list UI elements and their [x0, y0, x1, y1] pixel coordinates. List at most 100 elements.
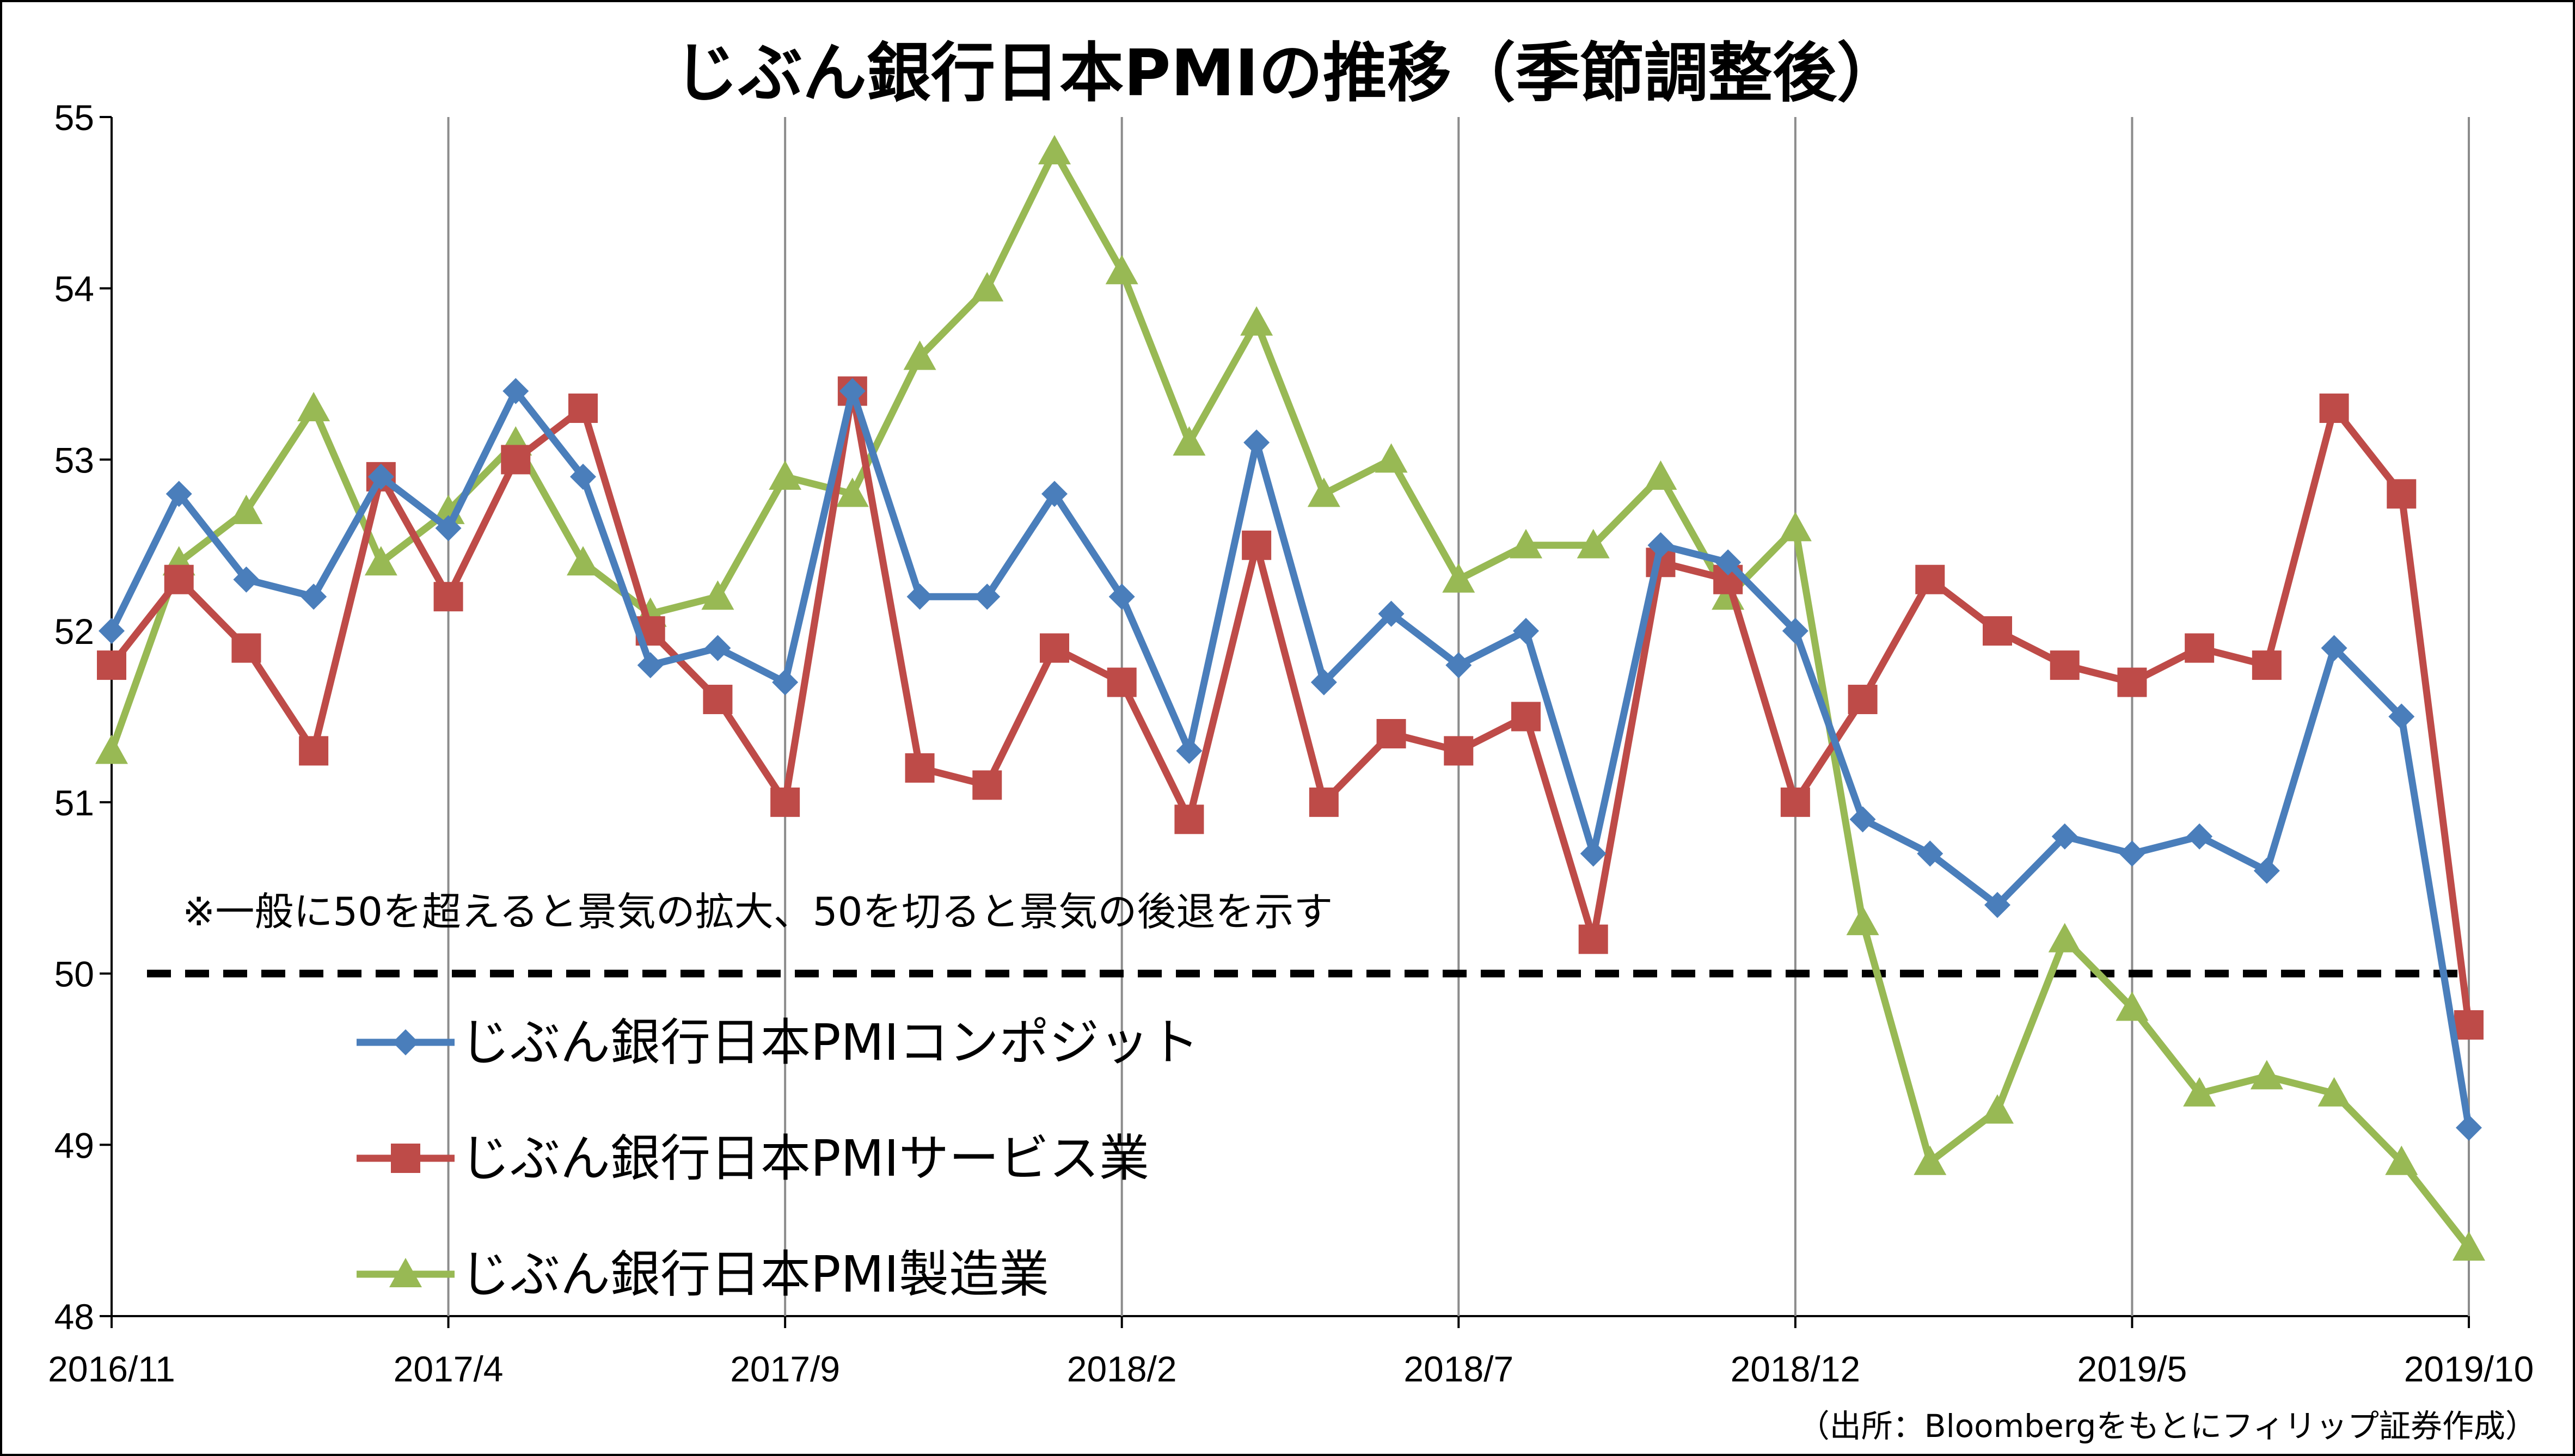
- data-point: [1849, 806, 1876, 833]
- data-point: [1105, 255, 1138, 285]
- data-point: [1310, 669, 1337, 696]
- data-point: [1038, 134, 1071, 164]
- data-point: [1915, 564, 1945, 594]
- data-point: [367, 463, 394, 490]
- data-point: [2453, 1231, 2485, 1261]
- data-point: [2456, 1114, 2482, 1141]
- data-point: [2117, 667, 2147, 697]
- y-tick-label: 52: [54, 611, 94, 652]
- data-point: [1647, 532, 1674, 558]
- data-point: [1578, 924, 1608, 954]
- data-point: [1107, 667, 1137, 697]
- data-point: [1780, 787, 1810, 817]
- data-point: [1510, 529, 1542, 558]
- data-point: [1174, 804, 1204, 834]
- data-point: [1644, 460, 1677, 490]
- x-tick-label: 2017/9: [730, 1349, 840, 1389]
- y-axis-ticks: 48 49 50 51 52 53 54 55: [54, 97, 112, 1337]
- data-point: [2319, 394, 2349, 423]
- data-point: [1108, 583, 1135, 610]
- data-point: [704, 635, 731, 661]
- data-point: [637, 652, 664, 679]
- legend: じぶん銀行日本PMIコンポジットじぶん銀行日本PMIサービス業じぶん銀行日本PM…: [357, 1013, 1199, 1304]
- data-point: [770, 787, 800, 817]
- data-point: [772, 669, 799, 696]
- series-diamond: [99, 378, 2482, 1141]
- legend-label: じぶん銀行日本PMI製造業: [460, 1245, 1049, 1304]
- data-point: [2183, 1077, 2216, 1107]
- legend-marker: [391, 1144, 420, 1173]
- data-point: [1243, 429, 1270, 456]
- data-point: [1176, 738, 1203, 764]
- data-point: [99, 618, 125, 644]
- y-tick-label: 50: [54, 954, 94, 994]
- x-tick-label: 2019/5: [2077, 1349, 2187, 1389]
- data-point: [1375, 443, 1408, 473]
- data-point: [1442, 563, 1475, 593]
- data-point: [1782, 618, 1808, 644]
- data-point: [1376, 718, 1406, 748]
- data-point: [2050, 650, 2080, 680]
- data-point: [1580, 840, 1607, 867]
- data-point: [2186, 823, 2213, 850]
- data-point: [1378, 600, 1405, 627]
- data-point: [433, 582, 463, 612]
- data-point: [2185, 633, 2215, 663]
- data-point: [2250, 1060, 2283, 1090]
- legend-label: じぶん銀行日本PMIコンポジット: [460, 1013, 1199, 1072]
- data-point: [1240, 306, 1273, 336]
- data-point: [299, 736, 329, 766]
- data-point: [2318, 1077, 2351, 1107]
- data-point: [1983, 616, 2012, 646]
- data-point: [701, 580, 734, 610]
- data-point: [1242, 530, 1272, 560]
- data-point: [2252, 650, 2282, 680]
- series-square: [97, 376, 2484, 1040]
- data-point: [905, 753, 935, 783]
- data-point: [2048, 923, 2081, 953]
- y-tick-label: 55: [54, 97, 94, 138]
- data-point: [703, 685, 733, 715]
- data-point: [97, 650, 126, 680]
- data-point: [164, 564, 194, 594]
- data-point: [2119, 840, 2145, 867]
- data-point: [95, 734, 128, 764]
- threshold-note: ※一般に50を超えると景気の拡大、50を切ると景気の後退を示す: [182, 889, 1333, 935]
- data-point: [1846, 906, 1879, 936]
- data-point: [435, 515, 462, 542]
- data-point: [1715, 549, 1742, 576]
- data-point: [1917, 840, 1943, 867]
- x-tick-label: 2018/2: [1067, 1349, 1177, 1389]
- data-point: [231, 633, 261, 663]
- data-point: [1444, 736, 1474, 766]
- data-point: [2385, 1145, 2418, 1175]
- source-note: （出所：Bloombergをもとにフィリップ証券作成）: [1798, 1408, 2537, 1445]
- data-point: [301, 583, 327, 610]
- data-point: [839, 378, 866, 404]
- x-tick-label: 2019/10: [2404, 1349, 2534, 1389]
- data-point: [2051, 823, 2078, 850]
- data-point: [233, 566, 260, 593]
- data-point: [2454, 1010, 2484, 1040]
- data-point: [568, 394, 598, 423]
- legend-item: じぶん銀行日本PMIサービス業: [357, 1129, 1149, 1188]
- data-point: [1577, 529, 1610, 558]
- data-point: [1779, 512, 1812, 542]
- data-point: [1041, 481, 1068, 507]
- chart-title: じぶん銀行日本PMIの推移（季節調整後）: [674, 35, 1901, 110]
- x-tick-label: 2018/12: [1731, 1349, 1861, 1389]
- data-point: [1984, 892, 2010, 918]
- x-tick-label: 2017/4: [394, 1349, 504, 1389]
- data-point: [2321, 635, 2347, 661]
- data-point: [230, 494, 263, 524]
- data-point: [903, 340, 936, 370]
- data-point: [501, 445, 531, 475]
- legend-label: じぶん銀行日本PMIサービス業: [460, 1129, 1149, 1188]
- data-point: [567, 546, 599, 576]
- data-point: [364, 546, 397, 576]
- data-point: [971, 272, 1004, 302]
- legend-marker: [389, 1258, 422, 1287]
